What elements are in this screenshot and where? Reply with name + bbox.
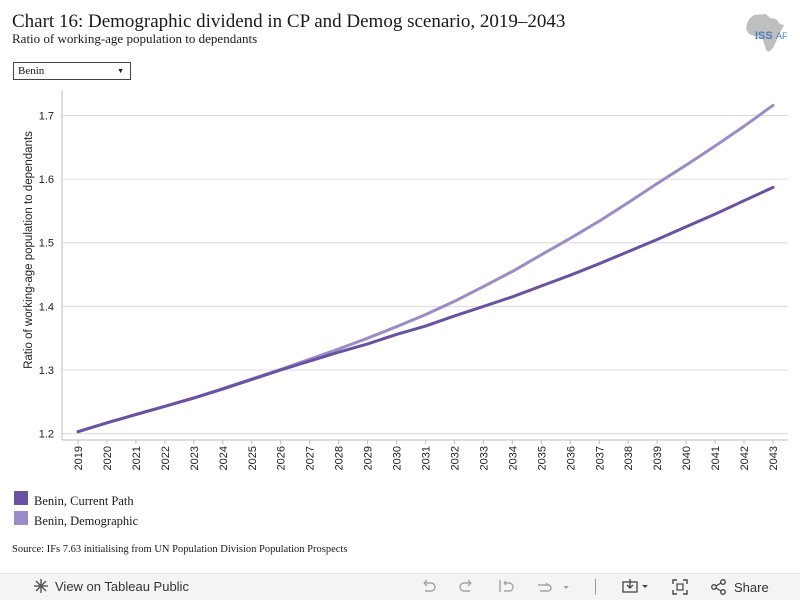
x-tick-label: 2028 xyxy=(334,446,346,470)
x-tick-label: 2021 xyxy=(131,446,143,470)
x-tick-label: 2038 xyxy=(623,446,635,470)
revert-button[interactable] xyxy=(497,578,515,596)
y-tick-label: 1.6 xyxy=(39,174,54,186)
download-icon xyxy=(622,579,648,593)
legend: Benin, Current Path Benin, Demographic xyxy=(14,490,314,528)
share-icon xyxy=(711,579,726,595)
chart-title: Chart 16: Demographic dividend in CP and… xyxy=(12,11,566,32)
dropdown-arrow-icon: ▼ xyxy=(117,67,124,75)
chart-subtitle: Ratio of working-age population to depen… xyxy=(12,31,258,46)
x-tick-label: 2035 xyxy=(536,446,548,470)
legend-swatch-demographic xyxy=(14,511,28,525)
y-tick-label: 1.5 xyxy=(39,238,54,250)
tableau-logo-icon xyxy=(34,579,48,593)
undo-button[interactable] xyxy=(419,578,437,596)
view-on-tableau-button[interactable]: View on Tableau Public xyxy=(33,578,189,594)
x-tick-label: 2024 xyxy=(218,446,230,470)
x-tick-label: 2030 xyxy=(392,446,404,470)
x-tick-label: 2020 xyxy=(102,446,114,470)
svg-text:ISS: ISS xyxy=(755,30,773,42)
redo-button[interactable] xyxy=(458,578,476,596)
share-label: Share xyxy=(734,579,769,595)
y-tick-label: 1.2 xyxy=(39,429,54,441)
download-button[interactable] xyxy=(622,578,652,596)
x-tick-label: 2041 xyxy=(710,446,722,470)
x-tick-label: 2022 xyxy=(160,446,172,470)
x-tick-label: 2033 xyxy=(478,446,490,470)
share-button[interactable]: Share xyxy=(710,578,769,596)
x-tick-label: 2034 xyxy=(507,446,519,470)
series-line-1[interactable] xyxy=(76,103,775,434)
x-tick-label: 2029 xyxy=(363,446,375,470)
x-tick-label: 2032 xyxy=(449,446,461,470)
series-line-0[interactable] xyxy=(76,185,775,434)
legend-label-demographic: Benin, Demographic xyxy=(34,514,139,528)
line-chart: 1.2 1.3 1.4 1.5 1.6 1.7 2019 2020 2021 2022 2023 20… xyxy=(23,90,788,470)
undo-icon xyxy=(423,579,436,592)
x-tick-label: 2039 xyxy=(652,446,664,470)
x-tick-label: 2025 xyxy=(247,446,259,470)
series-lines xyxy=(76,103,775,434)
refresh-icon xyxy=(538,582,569,592)
y-tick-label: 1.3 xyxy=(39,365,54,377)
grid-lines xyxy=(62,114,788,435)
toolbar-divider xyxy=(595,579,596,595)
axes xyxy=(61,90,788,444)
y-axis-label: Ratio of working-age population to depen… xyxy=(23,131,35,369)
x-tick-label: 2040 xyxy=(681,446,693,470)
fullscreen-button[interactable] xyxy=(671,578,689,596)
x-tick-label: 2027 xyxy=(305,446,317,470)
y-tick-label: 1.4 xyxy=(39,301,54,313)
svg-text:AF: AF xyxy=(776,31,788,41)
redo-icon xyxy=(459,579,472,592)
source-note: Source: IFs 7.63 initialising from UN Po… xyxy=(12,544,348,555)
x-tick-label: 2019 xyxy=(73,446,85,470)
x-tick-label: 2036 xyxy=(565,446,577,470)
x-tick-label: 2037 xyxy=(594,446,606,470)
revert-icon xyxy=(499,580,514,592)
country-dropdown[interactable]: Benin ▼ xyxy=(13,62,131,80)
x-tick-label: 2026 xyxy=(276,446,288,470)
x-tick-label: 2043 xyxy=(768,446,780,470)
legend-swatch-current-path xyxy=(14,491,28,505)
x-tick-label: 2042 xyxy=(739,446,751,470)
tick-labels: 1.2 1.3 1.4 1.5 1.6 1.7 2019 2020 2021 2022 2023 20… xyxy=(39,110,780,470)
view-on-tableau-label: View on Tableau Public xyxy=(55,578,189,594)
x-tick-label: 2031 xyxy=(421,446,433,470)
legend-label-current-path: Benin, Current Path xyxy=(34,494,134,508)
x-tick-label: 2023 xyxy=(189,446,201,470)
refresh-button[interactable] xyxy=(535,578,569,596)
y-tick-label: 1.7 xyxy=(39,110,54,122)
tableau-toolbar: View on Tableau Public Share xyxy=(0,573,800,600)
country-dropdown-value: Benin xyxy=(18,65,45,77)
fullscreen-icon xyxy=(672,579,688,595)
iss-africa-logo: ISS AF xyxy=(740,12,790,54)
